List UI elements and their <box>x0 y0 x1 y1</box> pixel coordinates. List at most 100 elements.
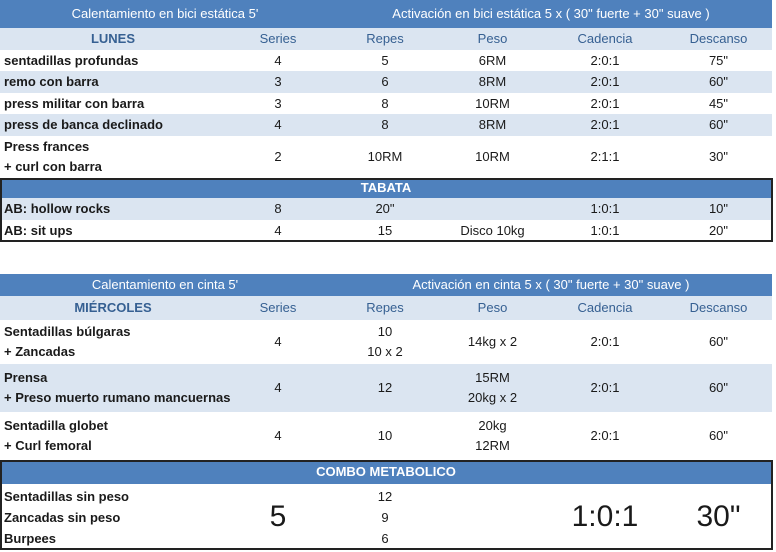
cell-text: 60" <box>708 117 729 132</box>
cell-text: 20kg x 2 <box>467 390 518 405</box>
cell-text: 10 x 2 <box>367 344 403 359</box>
column-label: Series <box>259 31 297 46</box>
cell-text: sentadillas profundas <box>4 52 139 68</box>
cell-text: remo con barra <box>4 74 99 89</box>
value-cell: 10RM <box>440 93 545 114</box>
value-cell: 10RM <box>440 136 545 178</box>
cell-text: 5 <box>381 52 389 68</box>
value-cell: 4 <box>226 114 330 136</box>
table-row <box>0 114 772 136</box>
exercise-cell: Sentadilla globet + Curl femoral <box>4 412 226 460</box>
cell-text: 4 <box>274 223 282 238</box>
cell-text: 20" <box>375 201 395 216</box>
value-cell: 14kg x 2 <box>440 320 545 364</box>
table-row <box>0 71 772 93</box>
value-cell: 60" <box>665 320 772 364</box>
cell-text: 20" <box>708 223 729 238</box>
cell-text: 2:0:1 <box>590 428 620 443</box>
value-cell: 8 <box>226 198 330 220</box>
block-border <box>0 460 773 550</box>
cell-text: 2:1:1 <box>590 149 620 164</box>
value-cell: 2:1:1 <box>545 136 665 178</box>
section-header <box>0 0 772 28</box>
table-row <box>0 93 772 114</box>
value-cell: 12 <box>330 364 440 412</box>
value-cell: 10" <box>665 198 772 220</box>
day-label: MIÉRCOLES <box>74 300 152 315</box>
cell-text: 4 <box>274 380 282 395</box>
value-cell: 2:0:1 <box>545 412 665 460</box>
cell-text: 60" <box>708 380 729 395</box>
column-label: Descanso <box>689 31 748 46</box>
value-cell: 15 <box>330 220 440 242</box>
table-row <box>0 136 772 178</box>
cell-text: 2:0:1 <box>590 380 620 395</box>
cell-text: 6 <box>381 74 389 89</box>
block-header <box>0 460 772 484</box>
value-cell: 2:0:1 <box>545 320 665 364</box>
value-cell: 45" <box>665 93 772 114</box>
value-cell: 30" <box>665 484 772 550</box>
cell-text: 10RM <box>475 95 510 111</box>
cell-text: 2:0:1 <box>590 117 620 132</box>
value-cell: 10 10 x 2 <box>330 320 440 364</box>
cell-text: 10RM <box>475 149 510 164</box>
value-cell: 8 <box>330 93 440 114</box>
table-row <box>0 484 772 550</box>
value-cell: 8RM <box>440 71 545 93</box>
cell-text: 30" <box>708 149 729 164</box>
cell-text: 2:0:1 <box>590 52 620 68</box>
cell-text: 4 <box>274 117 282 132</box>
activation-text: Activación en cinta 5 x ( 30" fuerte + 3… <box>412 277 690 292</box>
cell-text: 4 <box>274 52 282 68</box>
cell-text: 2:0:1 <box>590 95 620 111</box>
cell-text: 6RM <box>478 52 507 68</box>
value-cell: 4 <box>226 50 330 71</box>
exercise-cell: press de banca declinado <box>4 114 226 136</box>
cell-text: 10 <box>377 428 393 443</box>
cell-text: 60" <box>708 428 729 443</box>
table-row <box>0 320 772 364</box>
cell-text: press de banca declinado <box>4 117 163 132</box>
exercise-cell: remo con barra <box>4 71 226 93</box>
cell-text: 12RM <box>475 438 510 453</box>
cell-text: 75" <box>708 52 729 68</box>
day-label: LUNES <box>90 31 136 46</box>
value-cell: 8 <box>330 114 440 136</box>
table-row <box>0 220 772 242</box>
block-header <box>0 178 772 198</box>
value-cell: 8RM <box>440 114 545 136</box>
table-row <box>0 50 772 71</box>
cell-text: press militar con barra <box>4 95 145 111</box>
value-cell: 30" <box>665 136 772 178</box>
value-cell: 2:0:1 <box>545 50 665 71</box>
cell-text: 6 <box>381 530 389 546</box>
value-cell: 12 9 6 <box>330 484 440 550</box>
cell-text: 3 <box>274 95 282 111</box>
cell-text: 8 <box>274 201 282 216</box>
value-cell: 20kg 12RM <box>440 412 545 460</box>
value-cell: 2 <box>226 136 330 178</box>
value-cell: 10 <box>330 412 440 460</box>
cell-text: 8 <box>381 95 389 111</box>
cell-text: Sentadillas sin peso <box>4 488 129 504</box>
column-header <box>0 28 772 50</box>
column-label: Peso <box>477 31 508 46</box>
value-cell: 60" <box>665 71 772 93</box>
exercise-cell: AB: sit ups <box>4 220 226 242</box>
cell-text: + Zancadas <box>4 344 76 359</box>
block-title: COMBO METABOLICO <box>316 464 456 479</box>
cell-text: 14kg x 2 <box>467 334 518 349</box>
activation-text: Activación en bici estática 5 x ( 30" fu… <box>392 6 710 21</box>
cell-text: 4 <box>274 334 282 349</box>
cell-text: 15RM <box>475 370 510 385</box>
cell-text: 5 <box>269 500 287 533</box>
exercise-cell: press militar con barra <box>4 93 226 114</box>
cell-text: 1:0:1 <box>590 223 620 238</box>
cell-text: AB: hollow rocks <box>4 201 111 216</box>
section-header <box>0 274 772 296</box>
block-title: TABATA <box>360 180 412 195</box>
warmup-text: Calentamiento en bici estática 5' <box>71 6 259 21</box>
column-label: Series <box>259 300 297 315</box>
value-cell: 1:0:1 <box>545 198 665 220</box>
